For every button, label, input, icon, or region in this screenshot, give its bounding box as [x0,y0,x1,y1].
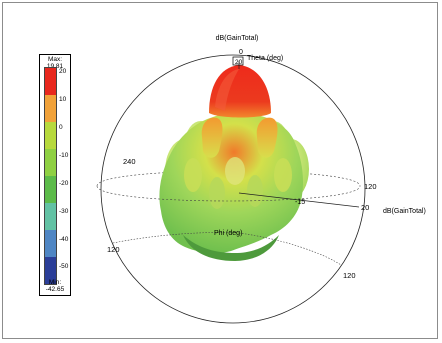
phi-axis-label: Phi (deg) [214,230,242,237]
quantity-label-top: dB(GainTotal) [216,35,259,42]
color-legend: Max: 19.81 20 10 0 -10 -20 -30 -40 -50 M… [39,54,71,296]
guide-line-lower-left [112,232,240,244]
plot-window: Max: 19.81 20 10 0 -10 -20 -30 -40 -50 M… [2,2,438,339]
radiation-pattern-3d-plot: dB(GainTotal) 0 20 Theta (deg) 240 120 -… [96,35,426,324]
legend-tick-20: 20 [59,68,67,75]
legend-swatch-neg10 [45,149,56,176]
legend-max-label: Max: 19.81 [46,56,64,70]
legend-swatch-neg40 [45,230,56,257]
pattern-surface-side-lobes [184,117,292,209]
theta-zero-marker [232,56,244,66]
legend-min-label: Min: -42.65 [45,279,65,293]
legend-tick-neg40: -40 [59,236,69,243]
phi-240-label: 240 [123,157,136,166]
theta-zero-label: 0 [239,49,243,56]
legend-tick-0: 0 [59,124,63,131]
legend-swatch-neg20 [45,176,56,203]
value-20-top-label: 20 [235,59,243,66]
phi-120-lower-right-label: 120 [343,271,356,280]
legend-swatch-20 [45,68,56,95]
pattern-surface-bottom [183,235,279,261]
legend-tick-neg30: -30 [59,208,69,215]
reference-sphere [100,54,366,324]
guide-line-lower-right [238,232,342,266]
phi-plane-back [96,170,361,187]
value-neg15-label: -15 [295,199,305,206]
legend-swatch-0 [45,122,56,149]
legend-swatch-neg50 [45,257,56,284]
phi-plane-front [96,185,361,202]
phi-120-right-label: 120 [364,182,377,191]
legend-tick-neg10: -10 [59,152,69,159]
legend-tick-10: 10 [59,96,67,103]
legend-color-bar [44,67,57,285]
theta-axis-label: Theta (deg) [247,55,283,62]
legend-tick-neg20: -20 [59,180,69,187]
phi-120-lower-left-label: 120 [107,245,120,254]
radial-axis-line [238,192,360,208]
legend-swatch-10 [45,95,56,122]
main-lobe-highlight [215,69,239,111]
legend-swatch-neg30 [45,203,56,230]
quantity-label-right: dB(GainTotal) [383,208,426,215]
value-20-right-label: 20 [361,203,369,212]
legend-tick-neg50: -50 [59,263,69,270]
